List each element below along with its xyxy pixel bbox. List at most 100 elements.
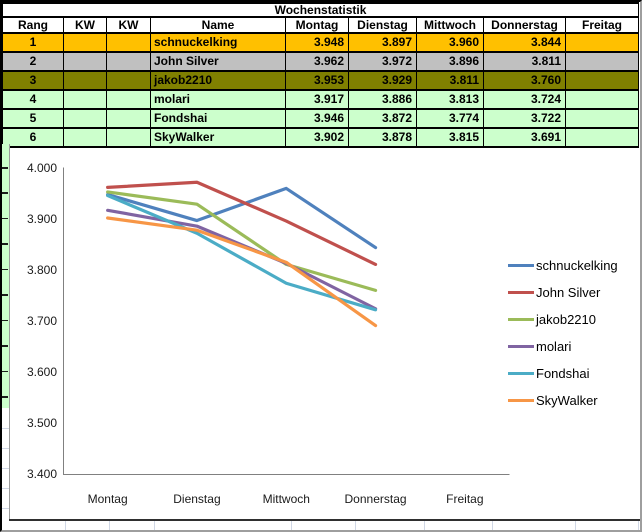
axis-minor-tick bbox=[2, 345, 8, 347]
kw1-cell[interactable] bbox=[63, 108, 107, 129]
mittwoch-cell[interactable]: 3.774 bbox=[416, 108, 484, 129]
gridline bbox=[575, 521, 576, 530]
table-header-row: Rang KW KW Name Montag Dienstag Mittwoch Donner… bbox=[2, 16, 639, 34]
column-header-5[interactable]: Dienstag bbox=[348, 16, 417, 34]
column-header-1[interactable]: KW bbox=[63, 16, 107, 34]
y-tick-label: 3.900 bbox=[26, 211, 57, 226]
series-line-Fondshai bbox=[106, 193, 378, 312]
name-cell[interactable]: SkyWalker bbox=[150, 127, 286, 148]
legend-item-Fondshai: Fondshai bbox=[508, 360, 618, 387]
gridline bbox=[492, 521, 493, 530]
kw2-cell[interactable] bbox=[106, 51, 151, 72]
mittwoch-cell[interactable]: 3.811 bbox=[416, 70, 484, 91]
freitag-cell[interactable] bbox=[565, 32, 639, 53]
mittwoch-cell[interactable]: 3.960 bbox=[416, 32, 484, 53]
kw2-cell[interactable] bbox=[106, 89, 151, 110]
legend-label: Fondshai bbox=[536, 366, 590, 381]
dienstag-cell[interactable]: 3.878 bbox=[348, 127, 417, 148]
kw2-cell[interactable] bbox=[106, 70, 151, 91]
gridline bbox=[291, 521, 292, 530]
donnerstag-cell[interactable]: 3.724 bbox=[483, 89, 566, 110]
montag-cell[interactable]: 3.948 bbox=[285, 32, 349, 53]
freitag-cell[interactable] bbox=[565, 51, 639, 72]
kw2-cell[interactable] bbox=[106, 108, 151, 129]
mittwoch-cell[interactable]: 3.815 bbox=[416, 127, 484, 148]
x-category-label: Montag bbox=[87, 492, 128, 506]
mittwoch-cell[interactable]: 3.896 bbox=[416, 51, 484, 72]
montag-cell[interactable]: 3.953 bbox=[285, 70, 349, 91]
freitag-cell[interactable] bbox=[565, 89, 639, 110]
freitag-cell[interactable] bbox=[565, 108, 639, 129]
montag-cell[interactable]: 3.917 bbox=[285, 89, 349, 110]
montag-cell[interactable]: 3.962 bbox=[285, 51, 349, 72]
legend-item-schnuckelking: schnuckelking bbox=[508, 252, 618, 279]
name-cell[interactable]: Fondshai bbox=[150, 108, 286, 129]
donnerstag-cell[interactable]: 3.844 bbox=[483, 32, 566, 53]
series-line-molari bbox=[106, 208, 378, 311]
kw1-cell[interactable] bbox=[63, 51, 107, 72]
axis-minor-tick bbox=[2, 243, 8, 245]
y-tick-label: 3.500 bbox=[26, 415, 57, 430]
column-header-6[interactable]: Mittwoch bbox=[416, 16, 484, 34]
dienstag-cell[interactable]: 3.897 bbox=[348, 32, 417, 53]
rank-cell[interactable]: 2 bbox=[2, 51, 64, 72]
column-header-2[interactable]: KW bbox=[106, 16, 151, 34]
freitag-cell[interactable] bbox=[565, 70, 639, 91]
legend-item-John Silver: John Silver bbox=[508, 279, 618, 306]
gridline bbox=[424, 521, 425, 530]
table-row: 1 schnuckelking 3.948 3.897 3.960 3.844 bbox=[2, 32, 639, 53]
name-cell[interactable]: schnuckelking bbox=[150, 32, 286, 53]
rank-cell[interactable]: 5 bbox=[2, 108, 64, 129]
montag-cell[interactable]: 3.902 bbox=[285, 127, 349, 148]
column-header-8[interactable]: Freitag bbox=[565, 16, 639, 34]
column-header-0[interactable]: Rang bbox=[2, 16, 64, 34]
kw1-cell[interactable] bbox=[63, 127, 107, 148]
column-header-7[interactable]: Donnerstag bbox=[483, 16, 566, 34]
table-title-row: Wochenstatistik bbox=[2, 2, 639, 18]
legend-line-swatch bbox=[508, 317, 534, 322]
donnerstag-cell[interactable]: 3.691 bbox=[483, 127, 566, 148]
dienstag-cell[interactable]: 3.929 bbox=[348, 70, 417, 91]
montag-cell[interactable]: 3.946 bbox=[285, 108, 349, 129]
table-row: 4 molari 3.917 3.886 3.813 3.724 bbox=[2, 89, 639, 110]
legend-label: SkyWalker bbox=[536, 393, 598, 408]
rank-cell[interactable]: 4 bbox=[2, 89, 64, 110]
legend-line-swatch bbox=[508, 398, 534, 403]
rank-cell[interactable]: 6 bbox=[2, 127, 64, 148]
dienstag-cell[interactable]: 3.972 bbox=[348, 51, 417, 72]
kw2-cell[interactable] bbox=[106, 32, 151, 53]
name-cell[interactable]: jakob2210 bbox=[150, 70, 286, 91]
column-header-3[interactable]: Name bbox=[150, 16, 286, 34]
donnerstag-cell[interactable]: 3.811 bbox=[483, 51, 566, 72]
kw2-cell[interactable] bbox=[106, 127, 151, 148]
rank-cell[interactable]: 3 bbox=[2, 70, 64, 91]
x-category-label: Dienstag bbox=[173, 492, 221, 506]
gridline bbox=[2, 448, 9, 449]
name-cell[interactable]: molari bbox=[150, 89, 286, 110]
axis-minor-tick bbox=[2, 192, 8, 194]
gridline bbox=[638, 521, 639, 530]
dienstag-cell[interactable]: 3.872 bbox=[348, 108, 417, 129]
mittwoch-cell[interactable]: 3.813 bbox=[416, 89, 484, 110]
dienstag-cell[interactable]: 3.886 bbox=[348, 89, 417, 110]
name-cell[interactable]: John Silver bbox=[150, 51, 286, 72]
rank-cell[interactable]: 1 bbox=[2, 32, 64, 53]
gridline bbox=[2, 488, 9, 489]
table-row: 3 jakob2210 3.953 3.929 3.811 3.760 bbox=[2, 70, 639, 91]
chart-bottom-border bbox=[9, 519, 640, 521]
freitag-cell[interactable] bbox=[565, 127, 639, 148]
donnerstag-cell[interactable]: 3.760 bbox=[483, 70, 566, 91]
x-category-label: Freitag bbox=[446, 492, 484, 506]
column-header-4[interactable]: Montag bbox=[285, 16, 349, 34]
kw1-cell[interactable] bbox=[63, 32, 107, 53]
gridline bbox=[355, 521, 356, 530]
spreadsheet-bottom-strip bbox=[2, 521, 640, 530]
donnerstag-cell[interactable]: 3.722 bbox=[483, 108, 566, 129]
legend-label: schnuckelking bbox=[536, 258, 618, 273]
kw1-cell[interactable] bbox=[63, 70, 107, 91]
y-tick-label: 3.800 bbox=[26, 262, 57, 277]
legend-line-swatch bbox=[508, 263, 534, 268]
y-tick-label: 3.700 bbox=[26, 313, 57, 328]
kw1-cell[interactable] bbox=[63, 89, 107, 110]
